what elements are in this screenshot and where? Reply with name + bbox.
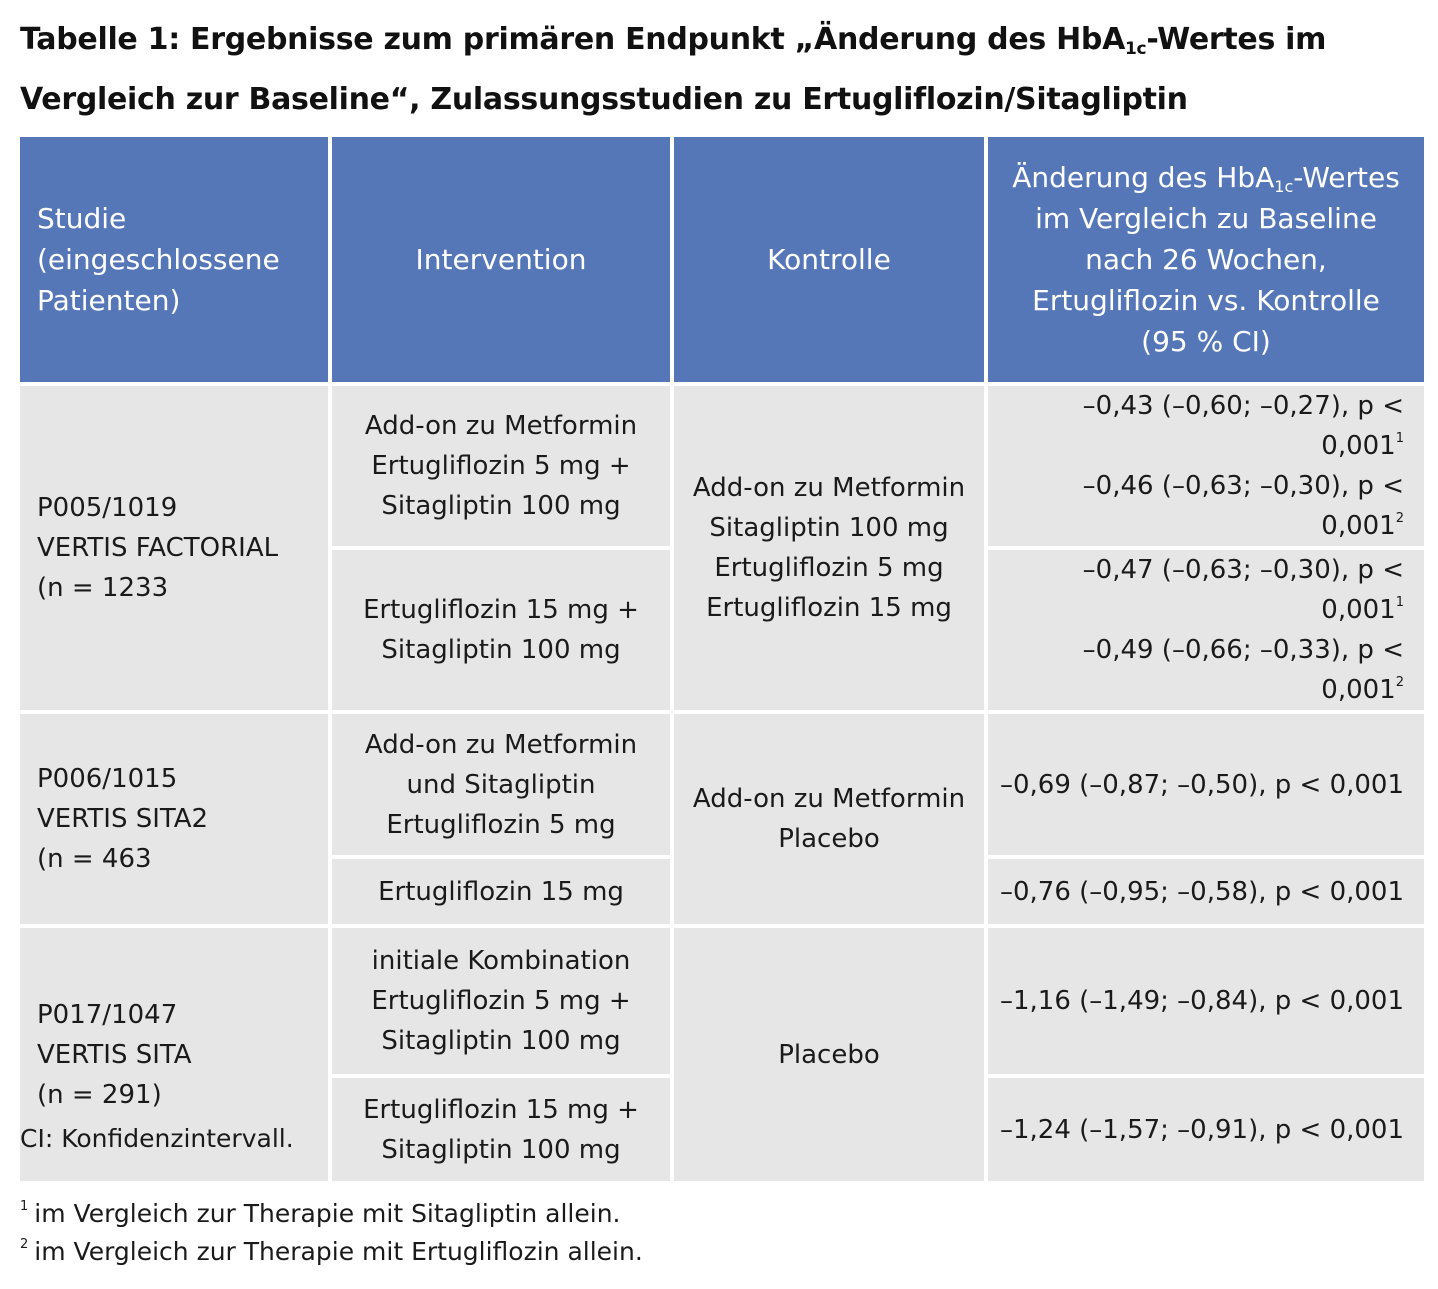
table-row: P005/1019 VERTIS FACTORIAL (n = 1233 Add… — [20, 386, 1424, 710]
result-line: –0,46 (–0,63; –0,30), p < 0,0012 — [998, 466, 1404, 546]
study-id: P006/1015 — [37, 764, 178, 794]
control-line: Add-on zu Metformin — [692, 784, 966, 814]
results-table: Studie (eingeschlossene Patienten) Inter… — [16, 133, 1428, 1185]
table-row: P017/1047 VERTIS SITA (n = 291) initiale… — [20, 928, 1424, 1181]
header-study-line: Studie — [37, 202, 127, 235]
study-n: (n = 463 — [37, 844, 152, 874]
result-value: –0,43 (–0,60; –0,27), p < 0,001 — [1082, 391, 1404, 461]
result-value: –0,46 (–0,63; –0,30), p < 0,001 — [1082, 471, 1404, 541]
footnotes: CI: Konfidenzintervall. 1 im Vergleich zu… — [20, 1120, 1420, 1271]
intervention-line: Ertugliflozin 5 mg + — [371, 986, 631, 1016]
control-cell: Placebo — [674, 928, 984, 1181]
study-n: (n = 291) — [37, 1079, 162, 1110]
result-value: –0,69 (–0,87; –0,50), p < 0,001 — [999, 769, 1404, 800]
footnote-mark: 1 — [20, 1199, 29, 1214]
intervention-line: Ertugliflozin 5 mg + — [371, 451, 631, 481]
title-text-part2: -Wertes im Vergleich zur Baseline“, Zula… — [20, 22, 1327, 117]
study-n: (n = 1233 — [37, 573, 169, 603]
header-control: Kontrolle — [674, 137, 984, 382]
control-line: Add-on zu Metformin — [692, 473, 966, 503]
header-study-line: Patienten) — [37, 284, 181, 317]
intervention-line: Sitagliptin 100 mg — [381, 635, 621, 665]
result-cell: –0,76 (–0,95; –0,58), p < 0,001 — [988, 859, 1424, 924]
intervention-line: Ertugliflozin 5 mg — [386, 809, 616, 840]
result-cell: –0,47 (–0,63; –0,30), p < 0,0011 –0,49 (… — [988, 550, 1424, 710]
control-line: Placebo — [778, 824, 880, 854]
study-name: VERTIS SITA2 — [37, 804, 209, 834]
intervention-cell: Ertugliflozin 15 mg + Sitagliptin 100 mg — [332, 1078, 670, 1181]
result-line: –0,47 (–0,63; –0,30), p < 0,0011 — [998, 550, 1404, 630]
intervention-cell: Add-on zu Metformin Ertugliflozin 5 mg +… — [332, 386, 670, 546]
control-line: Sitagliptin 100 mg — [709, 513, 949, 543]
result-line: –0,43 (–0,60; –0,27), p < 0,0011 — [998, 386, 1404, 466]
intervention-cell: Ertugliflozin 15 mg — [332, 859, 670, 924]
header-change-line: im Vergleich zu Baseline — [1035, 202, 1377, 235]
result-cell: –1,24 (–1,57; –0,91), p < 0,001 — [988, 1078, 1424, 1181]
footnote-marker: 2 — [1395, 511, 1404, 526]
footnote-marker: 1 — [1395, 595, 1404, 610]
header-change-line: (95 % CI) — [1141, 325, 1271, 358]
control-cell: Add-on zu Metformin Sitagliptin 100 mg E… — [674, 386, 984, 710]
footnote-item: 1 im Vergleich zur Therapie mit Sitaglipt… — [20, 1195, 1420, 1233]
study-id: P017/1047 — [37, 999, 178, 1030]
result-value: –1,16 (–1,49; –0,84), p < 0,001 — [999, 986, 1404, 1016]
study-cell: P006/1015 VERTIS SITA2 (n = 463 — [20, 714, 328, 924]
intervention-line: Add-on zu Metformin — [364, 411, 638, 441]
header-study-line: (eingeschlossene — [37, 243, 280, 276]
study-name: VERTIS FACTORIAL — [37, 533, 279, 563]
intervention-cell: Ertugliflozin 15 mg + Sitagliptin 100 mg — [332, 550, 670, 710]
intervention-line: und Sitagliptin — [406, 769, 596, 800]
result-value: –0,76 (–0,95; –0,58), p < 0,001 — [999, 876, 1404, 907]
footnote-item: 2 im Vergleich zur Therapie mit Ertuglifl… — [20, 1233, 1420, 1271]
intervention-line: Sitagliptin 100 mg — [381, 1134, 621, 1165]
header-change-line: Ertugliflozin vs. Kontrolle — [1032, 284, 1380, 317]
header-change-text: Änderung des HbA — [1012, 161, 1275, 194]
result-value: –0,49 (–0,66; –0,33), p < 0,001 — [1082, 635, 1404, 705]
title-text-part1: Tabelle 1: Ergebnisse zum primären Endpu… — [20, 22, 1126, 57]
table-row: Ertugliflozin 15 mg + Sitagliptin 100 mg… — [20, 1078, 1424, 1181]
result-cell: –0,69 (–0,87; –0,50), p < 0,001 — [988, 714, 1424, 855]
control-line: Ertugliflozin 15 mg — [706, 593, 952, 623]
study-cell: P005/1019 VERTIS FACTORIAL (n = 1233 — [20, 386, 328, 710]
intervention-line: Add-on zu Metformin — [364, 729, 638, 760]
study-name: VERTIS SITA — [37, 1039, 192, 1070]
table-title: Tabelle 1: Ergebnisse zum primären Endpu… — [20, 10, 1430, 130]
header-change-subscript: 1c — [1274, 177, 1294, 196]
footnote-marker: 2 — [1395, 675, 1404, 690]
table-row: Ertugliflozin 15 mg –0,76 (–0,95; –0,58)… — [20, 859, 1424, 924]
intervention-line: Ertugliflozin 15 mg — [378, 876, 624, 907]
control-line: Placebo — [778, 1039, 880, 1070]
intervention-line: Sitagliptin 100 mg — [381, 1026, 621, 1056]
footnote-text: im Vergleich zur Therapie mit Ertugliflo… — [34, 1237, 643, 1266]
intervention-line: Sitagliptin 100 mg — [381, 491, 621, 521]
result-value: –1,24 (–1,57; –0,91), p < 0,001 — [999, 1114, 1404, 1145]
header-change: Änderung des HbA1c-Wertes im Vergleich z… — [988, 137, 1424, 382]
title-subscript: 1c — [1125, 39, 1147, 59]
header-row: Studie (eingeschlossene Patienten) Inter… — [20, 137, 1424, 382]
intervention-cell: initiale Kombination Ertugliflozin 5 mg … — [332, 928, 670, 1074]
footnote-marker: 1 — [1395, 431, 1404, 446]
result-cell: –1,16 (–1,49; –0,84), p < 0,001 — [988, 928, 1424, 1074]
intervention-line: Ertugliflozin 15 mg + — [363, 595, 639, 625]
abbreviation-note: CI: Konfidenzintervall. — [20, 1124, 294, 1153]
footnote-text: im Vergleich zur Therapie mit Sitaglipti… — [34, 1199, 621, 1228]
intervention-line: Ertugliflozin 15 mg + — [363, 1094, 639, 1125]
control-cell: Add-on zu Metformin Placebo — [674, 714, 984, 924]
study-id: P005/1019 — [37, 493, 178, 523]
header-change-line: Änderung des HbA1c-Wertes — [1002, 157, 1410, 198]
header-change-line: nach 26 Wochen, — [1085, 243, 1327, 276]
result-line: –0,49 (–0,66; –0,33), p < 0,0012 — [998, 630, 1404, 710]
intervention-line: initiale Kombination — [371, 946, 631, 976]
table-row: Ertugliflozin 15 mg + Sitagliptin 100 mg… — [20, 550, 1424, 710]
result-value: –0,47 (–0,63; –0,30), p < 0,001 — [1082, 555, 1404, 625]
footnote-mark: 2 — [20, 1237, 29, 1252]
header-intervention: Intervention — [332, 137, 670, 382]
header-study: Studie (eingeschlossene Patienten) — [20, 137, 328, 382]
header-change-text: -Wertes — [1293, 161, 1400, 194]
intervention-cell: Add-on zu Metformin und Sitagliptin Ertu… — [332, 714, 670, 855]
study-cell: P017/1047 VERTIS SITA (n = 291) — [20, 928, 328, 1181]
control-line: Ertugliflozin 5 mg — [714, 553, 944, 583]
result-cell: –0,43 (–0,60; –0,27), p < 0,0011 –0,46 (… — [988, 386, 1424, 546]
table-row: P006/1015 VERTIS SITA2 (n = 463 Add-on z… — [20, 714, 1424, 924]
